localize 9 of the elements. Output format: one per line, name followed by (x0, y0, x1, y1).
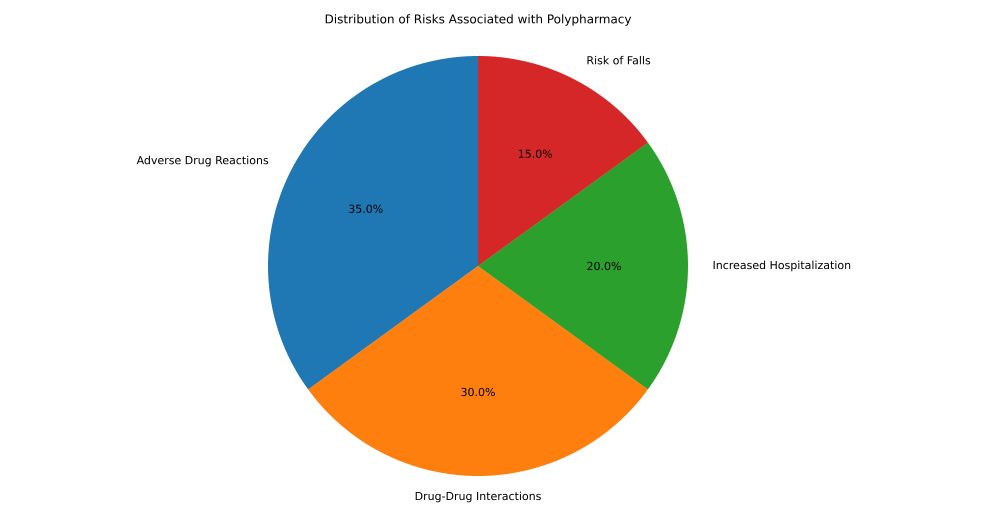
slice-label: Risk of Falls (587, 56, 650, 64)
slice-label: Drug-Drug Interactions (416, 492, 541, 502)
data-label: 35.0% (349, 204, 383, 213)
chart-title: Distribution of Risks Associated with Polypharmacy (326, 14, 632, 26)
slice-label: Adverse Drug Reactions (136, 156, 268, 166)
data-label: 15.0% (518, 150, 552, 158)
data-label: 20.0% (587, 262, 621, 270)
slice-label: Increased Hospitalization (714, 260, 850, 272)
data-label: 30.0% (461, 388, 495, 396)
